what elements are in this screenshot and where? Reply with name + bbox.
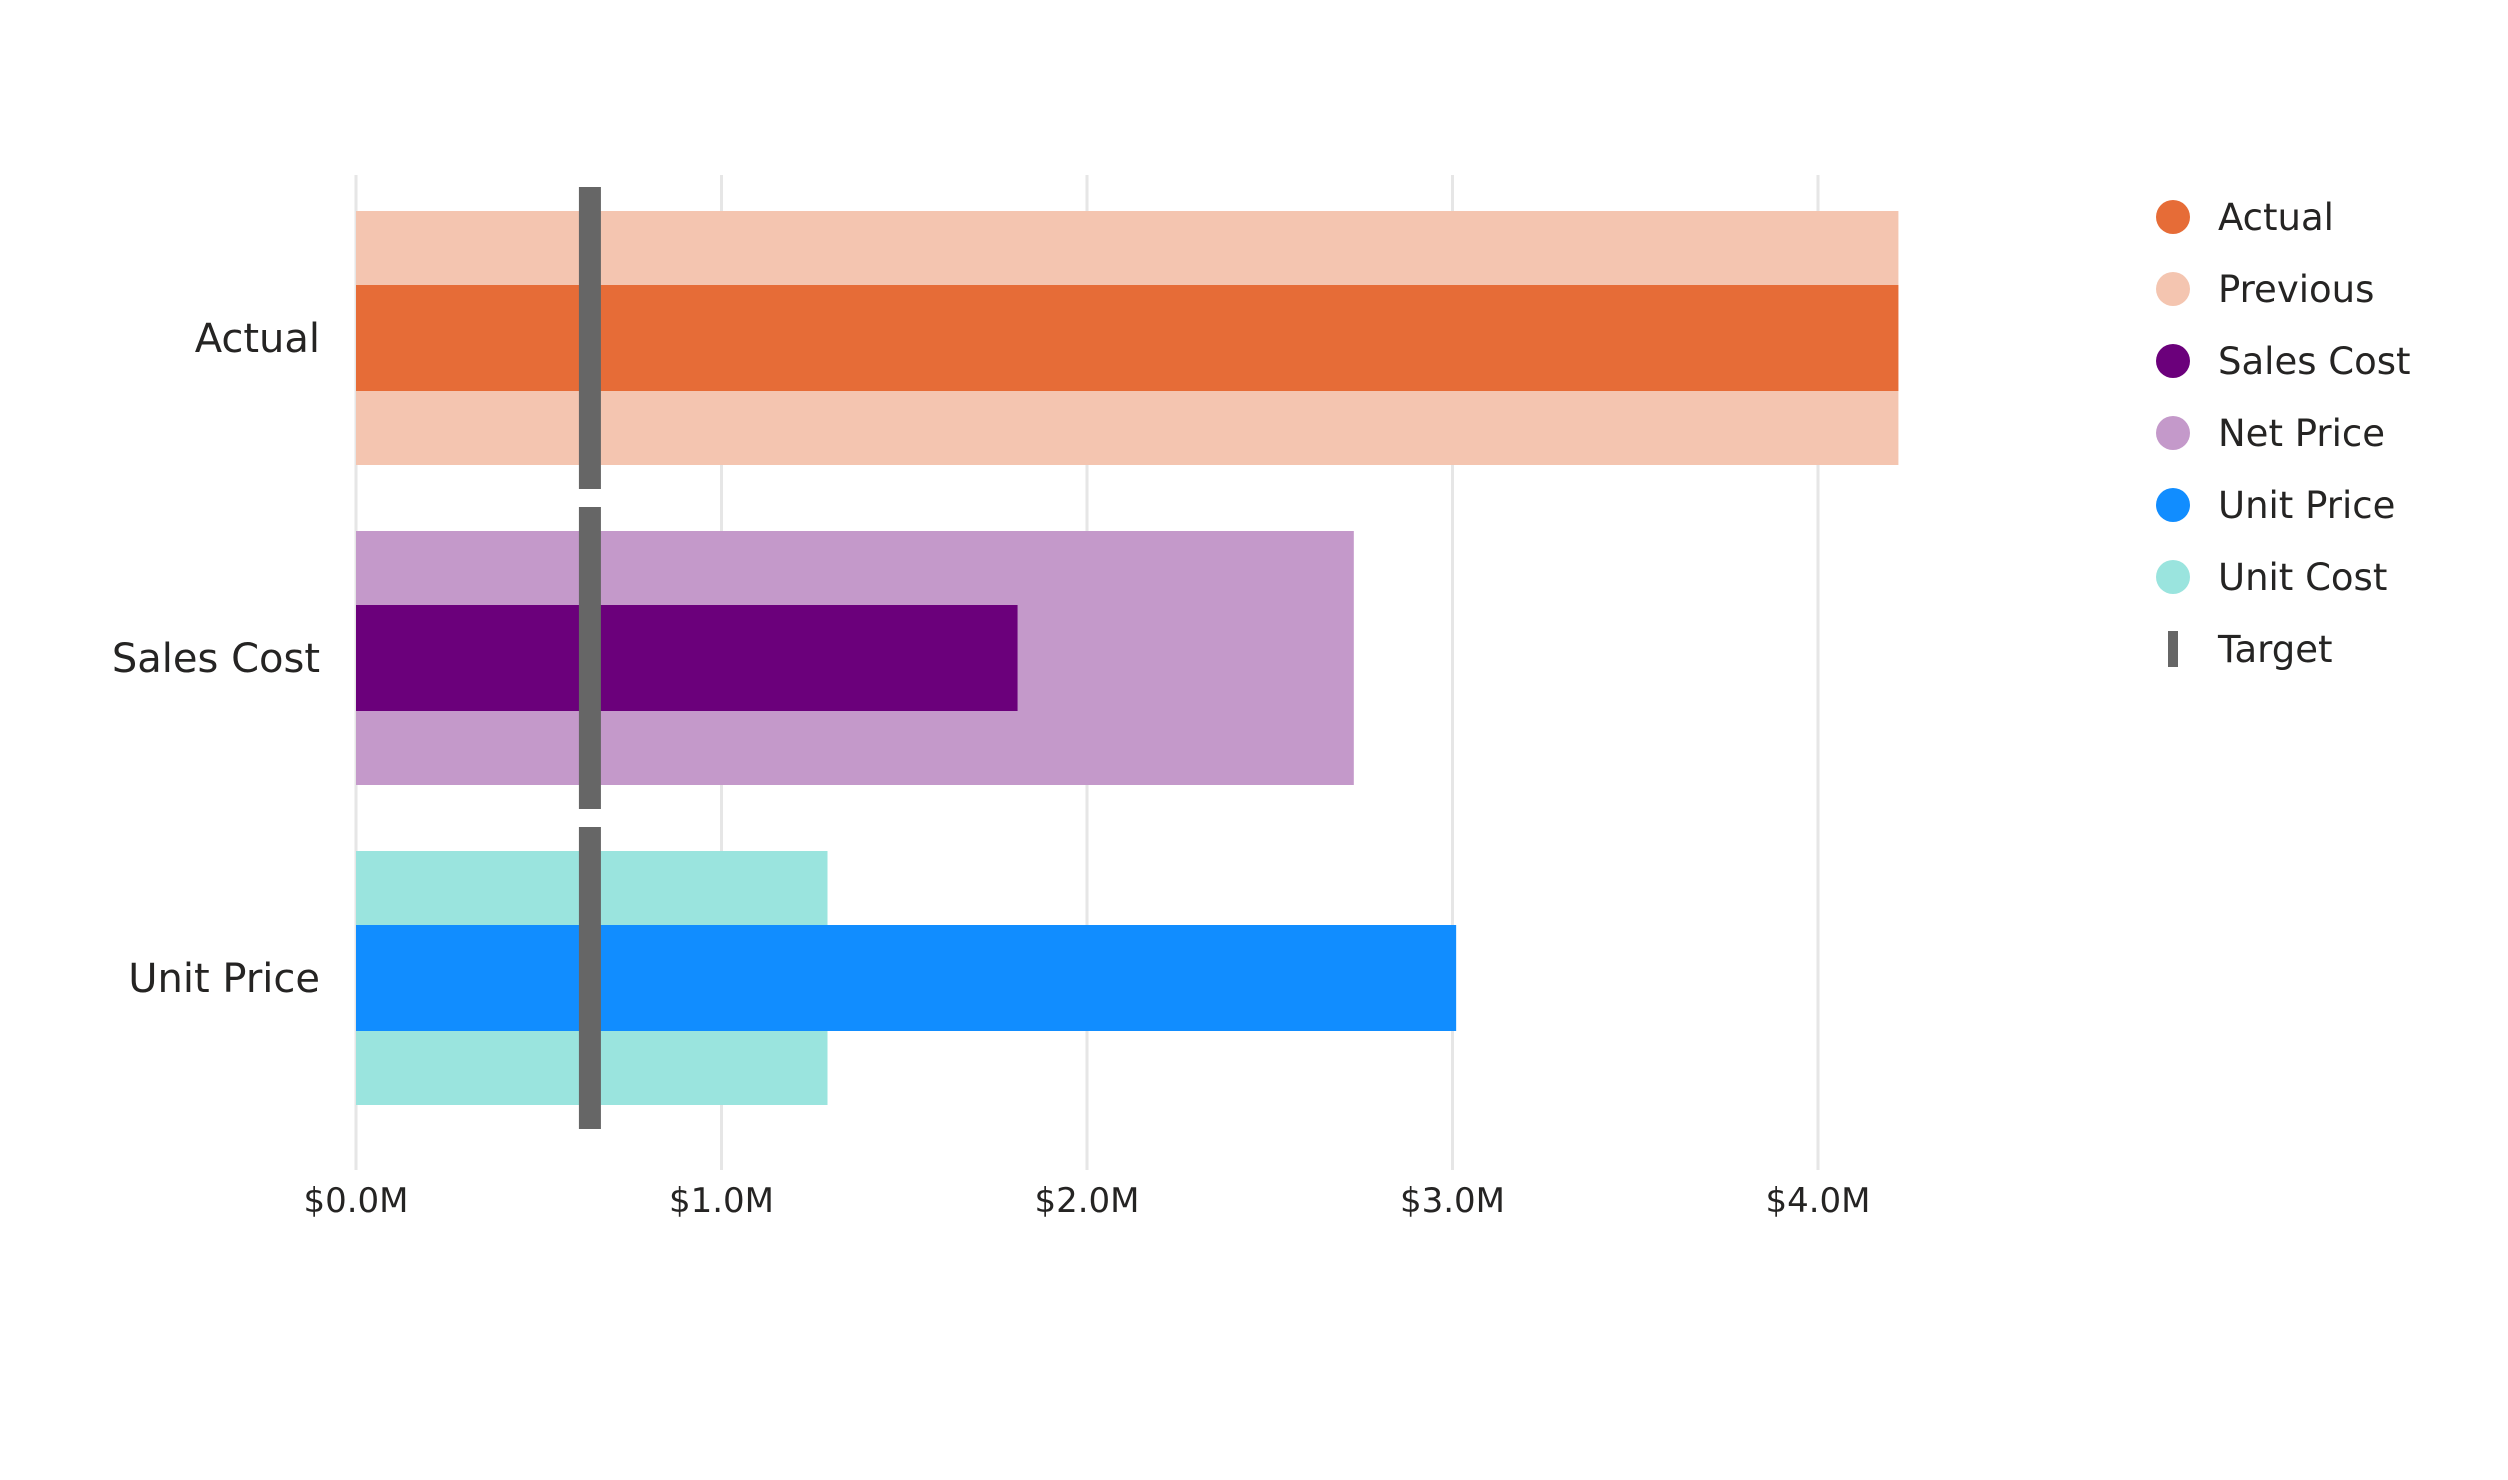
- legend-label-actual: Actual: [2218, 196, 2334, 239]
- legend-marker-actual: [2156, 200, 2190, 234]
- x-tick-label: $2.0M: [1034, 1181, 1139, 1221]
- legend-label-net-price: Net Price: [2218, 412, 2385, 455]
- bars: [356, 211, 1899, 1105]
- target-marker: [578, 507, 601, 809]
- legend: Actual Previous Sales Cost Net Price Unit Pr…: [2156, 196, 2411, 671]
- value-bar-unit-price: [356, 925, 1457, 1031]
- legend-marker-net-price: [2156, 416, 2190, 450]
- legend-label-sales-cost: Sales Cost: [2218, 340, 2411, 383]
- legend-marker-sales-cost: [2156, 344, 2190, 378]
- x-tick-label: $4.0M: [1765, 1181, 1870, 1221]
- category-label: Unit Price: [128, 956, 320, 1002]
- legend-label-target: Target: [2217, 628, 2332, 671]
- value-bar-actual: [356, 285, 1899, 391]
- value-axis: $0.0M $1.0M $2.0M $3.0M $4.0M: [303, 1181, 1870, 1221]
- legend-marker-target: [2168, 631, 2178, 667]
- x-tick-label: $3.0M: [1400, 1181, 1505, 1221]
- value-bar-sales-cost: [356, 605, 1018, 711]
- x-tick-label: $0.0M: [303, 1181, 408, 1221]
- target-marker: [578, 827, 601, 1129]
- legend-marker-previous: [2156, 272, 2190, 306]
- target-marker: [578, 187, 601, 489]
- target-markers: [578, 187, 601, 1129]
- legend-label-unit-cost: Unit Cost: [2218, 556, 2387, 599]
- legend-label-unit-price: Unit Price: [2218, 484, 2395, 527]
- legend-marker-unit-price: [2156, 488, 2190, 522]
- category-label: Actual: [195, 316, 320, 362]
- legend-label-previous: Previous: [2218, 268, 2374, 311]
- category-axis: Actual Sales Cost Unit Price: [112, 316, 320, 1002]
- legend-marker-unit-cost: [2156, 560, 2190, 594]
- category-label: Sales Cost: [112, 636, 320, 682]
- x-tick-label: $1.0M: [669, 1181, 774, 1221]
